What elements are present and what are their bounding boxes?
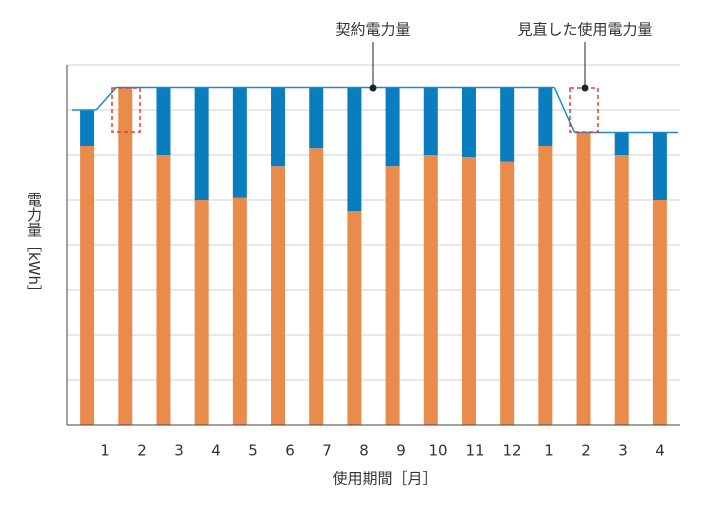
contract-line	[72, 86, 678, 134]
annotation-dot	[369, 84, 377, 92]
bar-segment	[500, 161, 515, 425]
x-tick-label: 4	[211, 442, 221, 460]
bar-segment	[538, 146, 553, 425]
x-tick-label: 11	[465, 442, 484, 460]
bar-segment	[614, 132, 629, 155]
bar-segment	[423, 87, 438, 155]
bar-segment	[271, 166, 286, 425]
bar-segment	[576, 132, 591, 425]
bar-segment	[385, 166, 400, 425]
bar-segment	[80, 146, 95, 425]
x-tick-label: 4	[655, 442, 665, 460]
bar-segment	[461, 87, 476, 158]
x-tick-label: 10	[428, 442, 447, 460]
bar-segment	[194, 87, 209, 200]
bar-segment	[271, 87, 286, 167]
bar-segment	[614, 155, 629, 425]
bar-segment	[652, 200, 667, 425]
contract-connector	[95, 86, 117, 111]
bar-segment	[232, 87, 247, 198]
x-tick-label: 2	[581, 442, 591, 460]
highlight-box	[111, 87, 141, 133]
bar-segment	[385, 87, 400, 167]
x-tick-label: 2	[137, 442, 147, 460]
y-axis-title: 電力量［kWh］	[25, 192, 43, 301]
bar-segment	[309, 87, 324, 149]
x-tick-label: 6	[285, 442, 295, 460]
bar-segment	[80, 110, 95, 146]
x-tick-label: 3	[618, 442, 628, 460]
bar-segment	[461, 157, 476, 425]
annotation: 見直した使用電力量	[517, 21, 652, 39]
bar-segment	[500, 87, 515, 162]
x-tick-label: 7	[322, 442, 332, 460]
bar-segment	[194, 200, 209, 425]
bar-segment	[538, 87, 553, 146]
x-tick-label: 8	[359, 442, 369, 460]
bar-segment	[156, 155, 171, 425]
x-tick-label: 3	[174, 442, 184, 460]
x-tick-label: 1	[100, 442, 110, 460]
bar-segment	[423, 155, 438, 425]
x-tick-label: 1	[544, 442, 554, 460]
bar-segment	[118, 87, 133, 425]
x-tick-label: 5	[248, 442, 258, 460]
bar-segment	[156, 87, 171, 155]
annotation-dot	[581, 84, 589, 92]
bar-segment	[347, 87, 362, 212]
x-tick-label: 12	[502, 442, 521, 460]
bars	[80, 87, 667, 425]
x-tick-label: 9	[396, 442, 406, 460]
bar-segment	[232, 197, 247, 425]
x-axis-title: 使用期間［月］	[332, 470, 437, 488]
contract-connector	[553, 87, 576, 133]
bar-segment	[347, 211, 362, 425]
bar-segment	[309, 148, 324, 425]
bar-segment	[652, 132, 667, 200]
annotation: 契約電力量	[335, 21, 410, 39]
